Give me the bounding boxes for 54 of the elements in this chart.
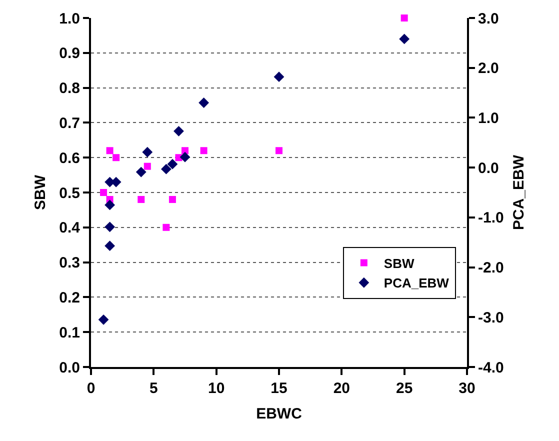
- y-tick-label: 0.4: [59, 220, 81, 237]
- point: [104, 240, 115, 252]
- point: [198, 98, 209, 108]
- point: [104, 200, 115, 210]
- point: [144, 162, 151, 170]
- y2-tick-label: 2.0: [478, 60, 499, 78]
- y-tick-label: 0.3: [59, 254, 80, 272]
- y2-tick-label: 1.0: [478, 110, 499, 127]
- y-tick-label: 0.2: [59, 289, 80, 306]
- legend-label: PCA_EBW: [384, 276, 450, 291]
- y-tick-label: 0.0: [59, 359, 80, 376]
- legend-label: SBW: [384, 256, 415, 271]
- y-tick-label: 0.7: [59, 114, 80, 132]
- point: [161, 164, 172, 174]
- point: [136, 166, 146, 178]
- y-tick-label: 0.6: [59, 150, 80, 167]
- point: [106, 147, 114, 154]
- x-tick-label: 0: [86, 380, 96, 397]
- point: [162, 224, 170, 231]
- y-axis-title: SBW: [32, 174, 49, 210]
- point: [104, 222, 115, 232]
- point: [100, 189, 108, 196]
- point: [167, 158, 178, 170]
- point: [180, 152, 190, 162]
- y-tick-label: 0.5: [59, 184, 80, 202]
- y-tick-label: 1.0: [59, 10, 80, 28]
- y-tick-label: 0.9: [59, 45, 80, 62]
- point: [138, 196, 145, 203]
- y2-tick-label: -3.0: [478, 309, 504, 326]
- y-tick-label: 0.1: [59, 324, 80, 342]
- point: [142, 146, 153, 158]
- point: [200, 147, 208, 154]
- x-tick-label: 30: [458, 380, 476, 397]
- x-tick-label: 5: [150, 380, 158, 397]
- point: [168, 196, 176, 203]
- y2-tick-label: 3.0: [478, 10, 499, 28]
- point: [400, 14, 408, 22]
- y2-axis-title: PCA_EBW: [510, 154, 528, 230]
- point: [399, 34, 410, 44]
- x-tick-label: 10: [208, 380, 225, 397]
- y2-tick-label: -2.0: [478, 260, 504, 277]
- y2-tick-label: -4.0: [478, 359, 504, 376]
- point: [112, 154, 120, 162]
- x-tick-label: 15: [270, 380, 288, 397]
- y2-tick-label: 0.0: [478, 160, 499, 177]
- y2-tick-label: -1.0: [478, 210, 504, 227]
- point: [274, 72, 284, 82]
- y-tick-label: 0.8: [59, 80, 80, 98]
- x-axis-title: EBWC: [256, 406, 302, 422]
- point: [276, 147, 282, 154]
- point: [174, 126, 184, 136]
- point: [98, 314, 109, 325]
- x-tick-label: 20: [333, 380, 350, 397]
- x-tick-label: 25: [396, 380, 413, 397]
